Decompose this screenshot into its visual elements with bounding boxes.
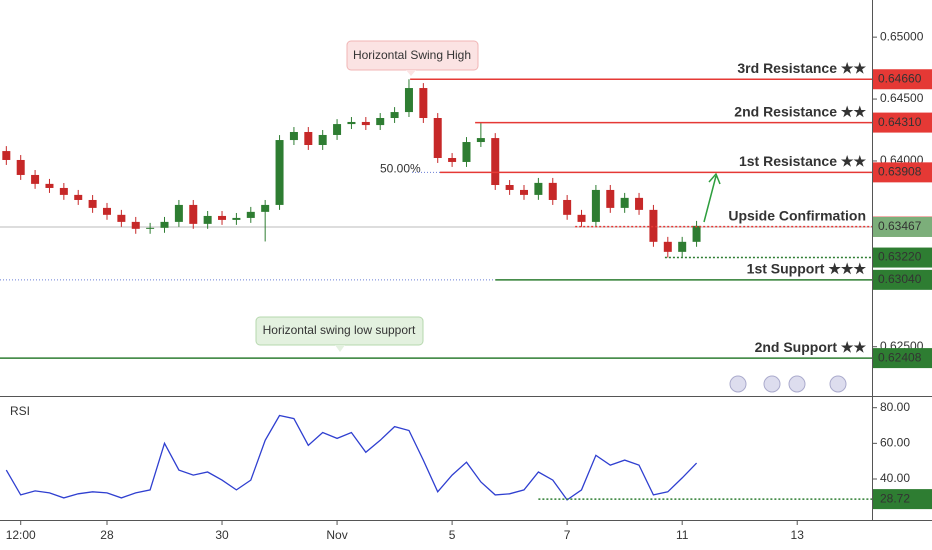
candle-body bbox=[131, 221, 140, 229]
annotation-pointer bbox=[335, 345, 345, 352]
candle-body bbox=[275, 140, 284, 205]
candle-body bbox=[246, 211, 255, 218]
level-price: 0.64310 bbox=[878, 115, 922, 129]
candle-body bbox=[563, 199, 572, 215]
level-name: 3rd Resistance ★★ bbox=[737, 60, 866, 76]
candle-body bbox=[376, 118, 385, 126]
event-icons bbox=[729, 375, 847, 393]
candle-body bbox=[347, 121, 356, 125]
level-name: 2nd Resistance ★★ bbox=[734, 103, 866, 119]
y-tick-label: 40.00 bbox=[880, 471, 910, 485]
level-price: 0.64660 bbox=[878, 71, 922, 85]
x-tick-label: 7 bbox=[564, 528, 571, 542]
current-price-box bbox=[873, 216, 932, 237]
candle-body bbox=[591, 189, 600, 222]
candle-body bbox=[102, 207, 111, 215]
x-tick-label: 11 bbox=[676, 528, 689, 542]
x-tick-label: 28 bbox=[100, 528, 114, 542]
candle-body bbox=[577, 214, 586, 222]
fib-label: 50.00% bbox=[380, 162, 421, 176]
level-price: 0.62408 bbox=[878, 350, 922, 364]
level-name: 1st Support ★★★ bbox=[747, 261, 867, 277]
rsi-title: RSI bbox=[10, 404, 30, 418]
candle-body bbox=[232, 217, 241, 220]
level-name: 1st Resistance ★★ bbox=[739, 153, 866, 169]
candle-body bbox=[404, 88, 413, 113]
candle-body bbox=[174, 204, 183, 222]
candle-body bbox=[491, 138, 500, 185]
level-price: 0.63220 bbox=[878, 250, 922, 264]
x-tick-label: 30 bbox=[215, 528, 229, 542]
candle-body bbox=[678, 241, 687, 252]
candle-body bbox=[88, 199, 97, 208]
level-label-box bbox=[873, 69, 932, 90]
candle-body bbox=[117, 214, 126, 222]
candle-body bbox=[534, 182, 543, 195]
candle-body bbox=[649, 209, 658, 242]
level-name: 2nd Support ★★ bbox=[755, 339, 867, 355]
candle-body bbox=[433, 118, 442, 158]
x-tick-label: 13 bbox=[791, 528, 805, 542]
level-price: 0.63040 bbox=[878, 272, 922, 286]
candle-body bbox=[663, 241, 672, 252]
x-tick-label: 12:00 bbox=[6, 528, 36, 542]
candle-body bbox=[218, 215, 227, 220]
x-tick-label: 5 bbox=[449, 528, 456, 542]
candle-body bbox=[2, 151, 11, 160]
projection-arrow bbox=[703, 172, 721, 223]
candle-body bbox=[520, 189, 529, 195]
current-price: 0.63467 bbox=[878, 219, 922, 233]
level-price: 0.63908 bbox=[878, 165, 922, 179]
candle-body bbox=[390, 112, 399, 119]
candle-body bbox=[505, 184, 514, 190]
level-label-box bbox=[873, 162, 932, 183]
y-tick-label: 80.00 bbox=[880, 400, 910, 414]
candle-body bbox=[333, 124, 342, 135]
candle-body bbox=[635, 197, 644, 210]
candle-body bbox=[160, 221, 169, 228]
annotation-pointer bbox=[406, 70, 416, 76]
candle-body bbox=[462, 142, 471, 162]
candle-body bbox=[16, 159, 25, 175]
candle-body bbox=[146, 227, 155, 229]
y-tick-label: 0.64500 bbox=[880, 91, 924, 105]
candle-body bbox=[74, 194, 83, 200]
candle-body bbox=[45, 183, 54, 188]
candle-body bbox=[419, 88, 428, 119]
candle-body bbox=[318, 134, 327, 145]
x-tick-label: Nov bbox=[326, 528, 347, 542]
candle-body bbox=[289, 131, 298, 141]
annotation: Horizontal swing low support bbox=[263, 323, 416, 337]
candle-body bbox=[59, 187, 68, 195]
candle-body bbox=[548, 182, 557, 200]
level-label-box bbox=[873, 348, 932, 369]
candle-body bbox=[203, 215, 212, 224]
candle-body bbox=[448, 158, 457, 162]
level-label-box bbox=[873, 112, 932, 133]
y-tick-label: 0.65000 bbox=[880, 29, 924, 43]
level-name: Upside Confirmation bbox=[728, 207, 866, 223]
candle-body bbox=[620, 197, 629, 208]
rsi-level-label: 28.72 bbox=[880, 491, 910, 505]
candle-body bbox=[189, 204, 198, 224]
candle-body bbox=[261, 204, 270, 212]
candle-body bbox=[361, 121, 370, 126]
candle-body bbox=[606, 189, 615, 208]
rsi-level-box bbox=[873, 489, 932, 510]
level-label-box bbox=[873, 247, 932, 268]
candle-body bbox=[31, 174, 40, 184]
candle-body bbox=[304, 131, 313, 145]
annotation: Horizontal Swing High bbox=[353, 48, 471, 62]
candle-body bbox=[692, 225, 701, 242]
y-tick-label: 60.00 bbox=[880, 436, 910, 450]
candle-body bbox=[476, 138, 485, 143]
level-label-box bbox=[873, 269, 932, 290]
rsi-line bbox=[5, 414, 698, 501]
